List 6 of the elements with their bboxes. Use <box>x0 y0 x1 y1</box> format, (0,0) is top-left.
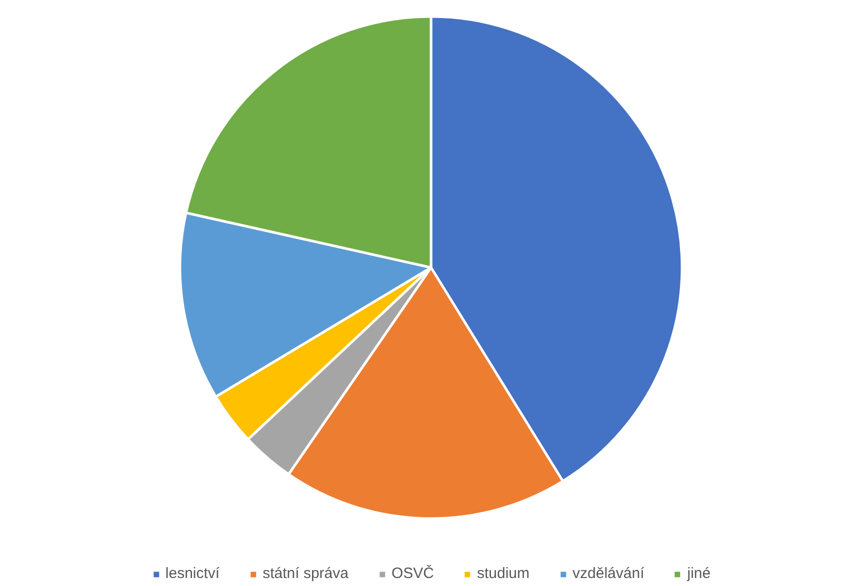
legend-label: jiné <box>687 565 711 582</box>
legend-label: lesnictví <box>165 565 220 582</box>
legend-label: studium <box>476 565 530 582</box>
legend-label: státní správa <box>262 565 348 582</box>
legend-label: vzdělávání <box>572 565 644 582</box>
legend-label: OSVČ <box>391 565 434 582</box>
